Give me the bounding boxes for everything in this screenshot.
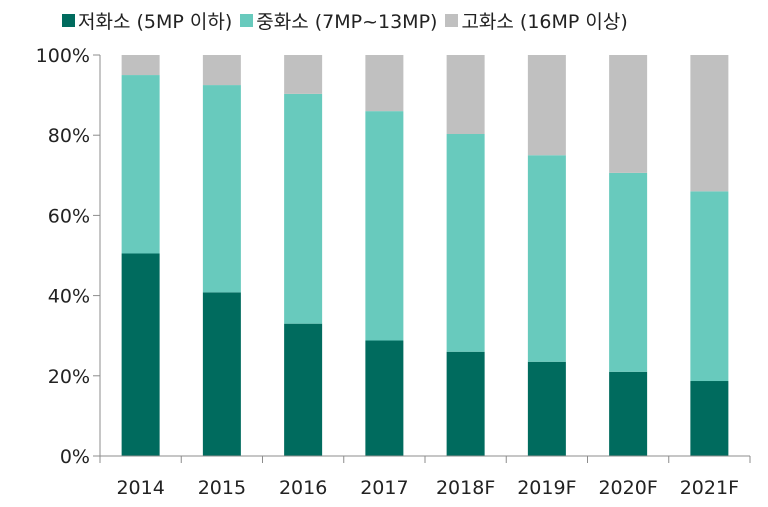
bar-segment-2016-series-0 <box>284 323 323 456</box>
y-tick-label-3: 60% <box>48 205 90 227</box>
legend-swatch-high-res <box>445 13 459 27</box>
bar-segment-2021F-series-0 <box>690 381 729 456</box>
bar-segment-2021F-series-1 <box>690 191 729 382</box>
bar-segment-2018F-series-0 <box>446 351 485 456</box>
y-tick-label-5: 100% <box>36 45 90 67</box>
bar-segment-2017-series-1 <box>365 111 404 341</box>
y-tick-label-4: 80% <box>48 125 90 147</box>
bar-segment-2019F-series-0 <box>527 361 566 456</box>
x-tick-label-2019F: 2019F <box>517 477 576 499</box>
x-tick-label-2016: 2016 <box>279 477 327 499</box>
legend-item-high-res: 고화소 (16MP 이상) <box>445 7 628 34</box>
legend-label-mid-res: 중화소 (7MP~13MP) <box>256 10 438 33</box>
bar-segment-2016-series-2 <box>284 55 323 94</box>
bar-segment-2014-series-2 <box>121 55 160 76</box>
bar-segment-2014-series-1 <box>121 75 160 254</box>
legend-swatch-mid-res <box>240 13 254 27</box>
bar-segment-2014-series-0 <box>121 253 160 456</box>
x-tick-label-2021F: 2021F <box>680 477 739 499</box>
legend-label-low-res: 저화소 (5MP 이하) <box>78 10 233 33</box>
x-tick-label-2020F: 2020F <box>598 477 657 499</box>
legend-swatch-low-res <box>62 13 75 27</box>
bar-segment-2019F-series-1 <box>527 155 566 362</box>
bar-segment-2020F-series-0 <box>609 371 648 456</box>
x-tick-label-2014: 2014 <box>116 477 164 499</box>
legend-label-high-res: 고화소 (16MP 이상) <box>461 10 628 33</box>
bar-segment-2021F-series-2 <box>690 55 729 192</box>
bar-segment-2020F-series-1 <box>609 172 648 372</box>
bar-segment-2019F-series-2 <box>527 55 566 156</box>
bar-segment-2015-series-2 <box>202 55 241 86</box>
x-tick-label-2017: 2017 <box>360 477 408 499</box>
x-tick-label-2015: 2015 <box>198 477 246 499</box>
y-tick-label-1: 20% <box>48 366 90 388</box>
x-tick-label-2018F: 2018F <box>436 477 495 499</box>
bar-segment-2017-series-0 <box>365 340 404 456</box>
y-tick-label-0: 0% <box>60 446 90 468</box>
bar-segment-2017-series-2 <box>365 55 404 112</box>
bar-segment-2018F-series-1 <box>446 133 485 352</box>
bar-segment-2015-series-1 <box>202 85 241 293</box>
y-tick-label-2: 40% <box>48 286 90 308</box>
bar-segment-2020F-series-2 <box>609 55 648 173</box>
bar-segment-2018F-series-2 <box>446 55 485 134</box>
legend-item-mid-res: 중화소 (7MP~13MP) <box>240 7 437 34</box>
legend: 저화소 (5MP 이하) 중화소 (7MP~13MP) 고화소 (16MP 이상… <box>62 6 636 34</box>
bar-segment-2016-series-1 <box>284 93 323 324</box>
bar-segment-2015-series-0 <box>202 292 241 456</box>
legend-item-low-res: 저화소 (5MP 이하) <box>62 7 232 34</box>
